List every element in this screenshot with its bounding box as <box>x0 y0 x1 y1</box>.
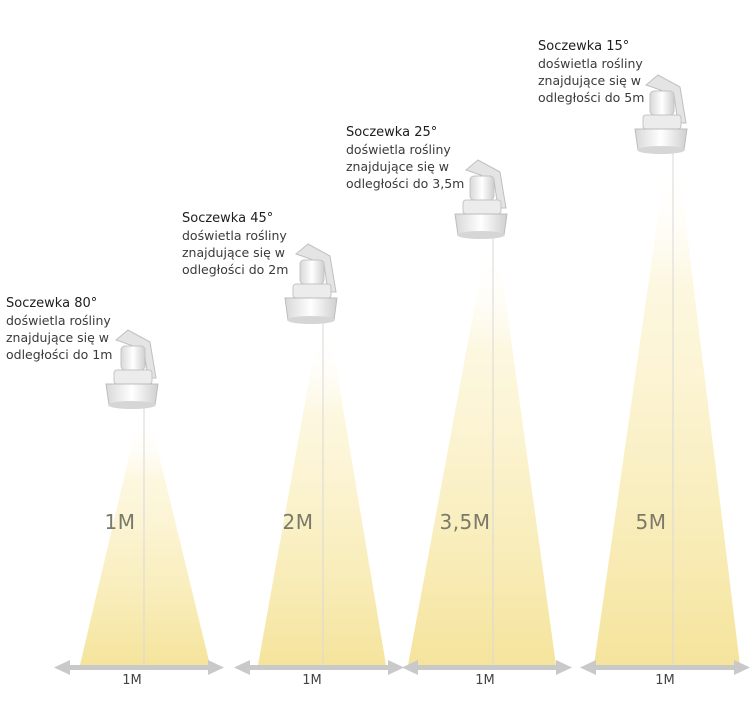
distance-label-2: 2M <box>282 510 314 534</box>
width-label-4: 1M <box>655 673 675 688</box>
lens-desc-2c: odległości do 2m <box>182 262 289 277</box>
lens-desc-1b: znajdujące się w <box>6 330 110 345</box>
distance-label-4: 5M <box>635 510 667 534</box>
lens-desc-3c: odległości do 3,5m <box>346 176 465 191</box>
lamp-group-4 <box>594 74 740 665</box>
distance-label-1: 1M <box>104 510 136 534</box>
width-label-1: 1M <box>122 673 142 688</box>
lens-title-3: Soczewka 25° <box>346 125 438 140</box>
lens-desc-4b: znajdujące się w <box>538 73 642 88</box>
lamp-group-2 <box>258 243 386 665</box>
lens-desc-2a: doświetla rośliny <box>182 228 287 243</box>
light-beam-3 <box>408 245 556 665</box>
lamp-icon-4 <box>634 74 688 154</box>
lens-label-2: Soczewka 45° doświetla rośliny znajdując… <box>182 210 288 278</box>
lamp-icon-3 <box>454 159 508 239</box>
lamp-icon-2 <box>284 243 338 324</box>
width-label-3: 1M <box>475 673 495 688</box>
width-arrow-1 <box>54 660 224 675</box>
lamp-icon-1 <box>105 329 159 409</box>
width-arrow-3 <box>402 660 572 675</box>
lens-desc-1a: doświetla rośliny <box>6 313 111 328</box>
lens-title-2: Soczewka 45° <box>182 211 274 226</box>
width-arrow-2 <box>234 660 404 675</box>
lens-title-4: Soczewka 15° <box>538 39 630 54</box>
lens-desc-3a: doświetla rośliny <box>346 142 451 157</box>
light-beam-4 <box>594 160 740 665</box>
lens-label-3: Soczewka 25° doświetla rośliny znajdując… <box>346 124 464 192</box>
lens-desc-1c: odległości do 1m <box>6 347 113 362</box>
width-label-2: 1M <box>302 673 322 688</box>
lens-title-1: Soczewka 80° <box>6 296 98 311</box>
lens-label-4: Soczewka 15° doświetla rośliny znajdując… <box>538 38 644 106</box>
light-beam-1 <box>80 418 210 665</box>
distance-label-3: 3,5M <box>439 510 491 534</box>
lens-desc-3b: znajdujące się w <box>346 159 450 174</box>
light-beam-2 <box>258 330 386 665</box>
lens-desc-2b: znajdujące się w <box>182 245 286 260</box>
lens-label-1: Soczewka 80° doświetla rośliny znajdując… <box>6 295 112 363</box>
lamp-group-1 <box>80 329 210 665</box>
width-arrow-4 <box>580 660 750 675</box>
lens-desc-4a: doświetla rośliny <box>538 56 643 71</box>
lamp-group-3 <box>408 159 556 665</box>
lens-desc-4c: odległości do 5m <box>538 90 645 105</box>
